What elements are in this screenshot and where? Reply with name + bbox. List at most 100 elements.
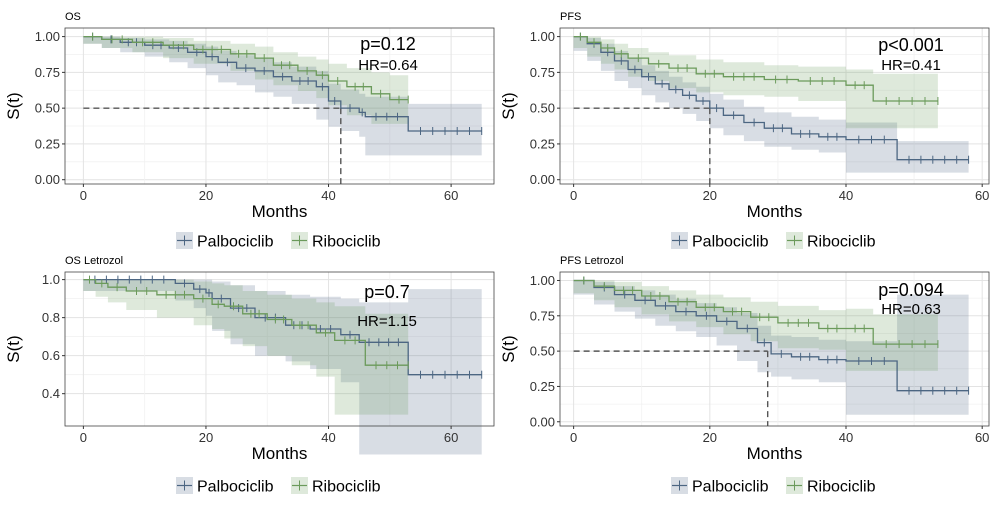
censor-marks-palbociclib [94,275,483,379]
legend: Palbociclib Ribociclib [176,477,381,496]
ci-band-palbociclib [83,36,482,156]
x-axis-title: Months [747,444,803,463]
hr-annotation: HR=0.64 [358,57,418,74]
ci-band-palbociclib [83,279,482,455]
legend-item-palbociclib: Palbociclib [671,477,769,496]
panel-title: OS Letrozol [65,255,123,267]
y-tick-label: 0.00 [530,414,555,429]
km-curve-ribociclib [573,35,938,102]
legend: Palbociclib Ribociclib [176,232,381,251]
x-tick-label: 0 [80,188,87,203]
legend-item-palbociclib: Palbociclib [176,477,274,496]
x-tick-label: 40 [839,188,853,203]
x-tick-label: 60 [444,188,458,203]
x-tick-label: 20 [703,430,717,445]
p-value-annotation: p=0.094 [878,280,944,300]
hr-annotation: HR=0.63 [881,301,941,318]
p-value-annotation: p=0.12 [360,34,416,54]
y-axis-title: S(t) [499,92,518,119]
km-panel-1: PFS 0.00 0.25 0.50 0.75 1.00 0 20 40 60 Months S(t)… [499,11,989,251]
y-tick-label: 0.4 [42,386,60,401]
panel-title: PFS Letrozol [560,255,624,267]
legend-item-ribociclib: Ribociclib [786,477,876,496]
censor-marks-palbociclib [583,276,970,395]
km-curve-palbociclib [83,35,482,132]
x-tick-label: 0 [570,188,577,203]
y-axis-title: S(t) [4,92,23,119]
legend-label: Palbociclib [692,479,769,496]
gridlines [560,28,989,184]
plot-background [65,28,494,184]
ci-band-ribociclib [83,279,409,415]
p-value-annotation: p<0.001 [878,35,944,55]
y-tick-label: 0.25 [35,136,60,151]
legend-label: Ribociclib [312,479,381,496]
y-axis-title: S(t) [499,335,518,362]
y-tick-label: 0.00 [530,172,555,187]
legend-label: Palbociclib [197,234,274,251]
legend-label: Ribociclib [807,234,876,251]
gridlines [65,28,494,184]
km-curve-palbociclib [573,35,969,161]
gridlines [560,272,989,426]
y-tick-label: 1.0 [42,272,60,287]
plot-background [560,272,989,426]
panel-title: OS [65,11,81,23]
plot-border [559,27,990,185]
plot-border [64,271,495,427]
x-tick-label: 20 [703,188,717,203]
y-tick-label: 0.50 [530,344,555,359]
x-tick-label: 60 [975,430,989,445]
legend-item-ribociclib: Ribociclib [786,232,876,251]
x-axis-title: Months [252,202,308,221]
y-tick-label: 1.00 [530,273,555,288]
panel-title: PFS [560,11,581,23]
x-tick-label: 40 [321,188,335,203]
censor-marks-ribociclib [92,32,409,104]
plot-background [65,272,494,426]
km-curve-ribociclib [83,35,409,101]
plot-border [559,271,990,427]
legend-label: Palbociclib [197,479,274,496]
y-axis-title: S(t) [4,335,23,362]
y-tick-label: 0.25 [530,136,555,151]
y-tick-label: 0.50 [530,101,555,116]
gridlines [65,272,494,426]
censor-marks-ribociclib [583,276,939,349]
y-tick-label: 0.75 [530,65,555,80]
plot-border [64,27,495,185]
y-tick-label: 1.00 [530,29,555,44]
legend-label: Palbociclib [692,234,769,251]
km-panel-0: OS 0.00 0.25 0.50 0.75 1.00 0 20 40 60 Months S(t) p… [4,11,495,251]
hr-annotation: HR=1.15 [357,313,417,330]
legend-label: Ribociclib [807,479,876,496]
y-tick-label: 0.00 [35,172,60,187]
x-tick-label: 20 [199,430,213,445]
p-value-annotation: p=0.7 [364,282,410,302]
y-tick-label: 1.00 [35,29,60,44]
x-tick-label: 0 [570,430,577,445]
hr-annotation: HR=0.41 [881,57,941,74]
y-tick-label: 0.75 [530,308,555,323]
km-panel-3: PFS Letrozol 0.00 0.25 0.50 0.75 1.00 0 20 40 60 M… [499,255,989,496]
y-tick-label: 0.50 [35,101,60,116]
censor-marks-palbociclib [579,32,970,164]
x-tick-label: 60 [444,430,458,445]
y-tick-label: 0.6 [42,348,60,363]
y-tick-label: 0.75 [35,65,60,80]
censor-marks-ribociclib [89,275,409,370]
plot-background [560,28,989,184]
legend-item-palbociclib: Palbociclib [176,232,274,251]
ci-band-ribociclib [573,280,938,371]
x-axis-title: Months [252,444,308,463]
x-tick-label: 60 [975,188,989,203]
x-tick-label: 40 [321,430,335,445]
x-tick-label: 0 [80,430,87,445]
legend-item-ribociclib: Ribociclib [291,232,381,251]
ci-band-ribociclib [573,36,938,129]
legend: Palbociclib Ribociclib [671,477,876,496]
legend-item-ribociclib: Ribociclib [291,477,381,496]
ci-band-palbociclib [573,36,969,173]
